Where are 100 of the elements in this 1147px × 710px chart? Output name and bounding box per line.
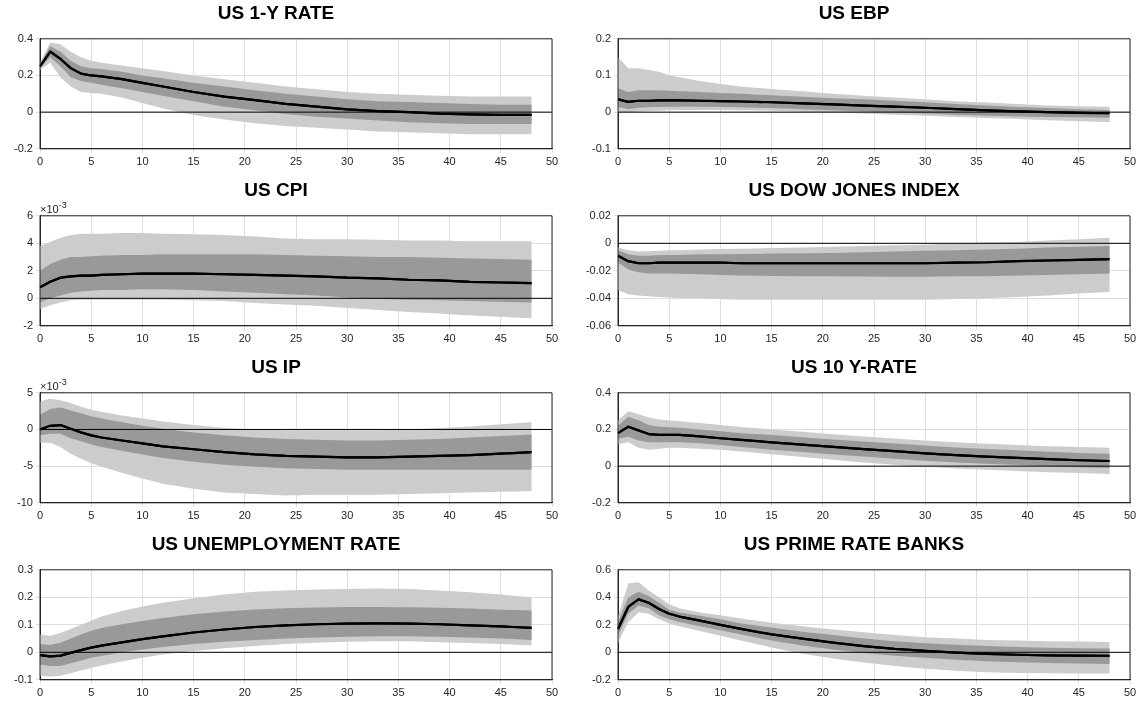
x-tick-label: 10: [136, 509, 149, 522]
x-tick-label: 25: [289, 332, 303, 345]
chart-title: US UNEMPLOYMENT RATE: [151, 532, 401, 554]
y-tick-label: 0.02: [589, 208, 611, 221]
x-tick-label: 10: [136, 332, 149, 345]
y-tick-label: -0.2: [14, 141, 33, 154]
x-tick-label: 40: [1021, 155, 1034, 168]
x-tick-label: 50: [545, 155, 559, 168]
x-tick-label: 50: [1123, 332, 1137, 345]
x-tick-label: 15: [187, 332, 200, 345]
x-tick-label: 40: [443, 686, 456, 699]
y-tick-label: 0.4: [17, 31, 33, 44]
x-tick-label: 10: [714, 509, 727, 522]
x-tick-label: 30: [919, 332, 932, 345]
y-tick-label: 4: [26, 236, 33, 249]
x-tick-label: 25: [289, 509, 303, 522]
y-tick-label: 0.2: [595, 422, 611, 435]
x-tick-label: 25: [867, 686, 881, 699]
y-tick-label: 0.1: [17, 617, 33, 630]
x-tick-label: 50: [545, 332, 559, 345]
x-tick-label: 15: [187, 686, 200, 699]
y-tick-label: 2: [26, 263, 33, 276]
y-tick-label: 0.3: [17, 562, 33, 575]
x-tick-label: 15: [765, 686, 778, 699]
x-tick-label: 45: [494, 155, 507, 168]
y-tick-label: 0.6: [595, 562, 611, 575]
y-tick-label: -10: [17, 495, 33, 508]
x-tick-label: 25: [289, 686, 303, 699]
x-tick-label: 5: [88, 686, 95, 699]
x-tick-label: 0: [36, 509, 44, 522]
x-tick-label: 15: [765, 332, 778, 345]
x-tick-label: 50: [1123, 155, 1137, 168]
x-tick-label: 30: [919, 686, 932, 699]
x-tick-label: 0: [614, 155, 622, 168]
x-tick-label: 15: [765, 155, 778, 168]
x-tick-label: 25: [867, 155, 881, 168]
x-tick-label: 20: [238, 332, 251, 345]
x-tick-label: 5: [88, 332, 95, 345]
chart-title: US CPI: [244, 178, 308, 200]
x-tick-label: 50: [545, 686, 559, 699]
y-tick-label: -0.1: [592, 141, 611, 154]
y-tick-label: 0: [604, 105, 611, 118]
x-tick-label: 30: [919, 155, 932, 168]
x-tick-label: 5: [666, 509, 673, 522]
x-tick-label: 45: [1072, 332, 1085, 345]
x-tick-label: 20: [238, 155, 251, 168]
x-tick-label: 30: [919, 509, 932, 522]
x-tick-label: 10: [714, 332, 727, 345]
x-tick-label: 50: [545, 509, 559, 522]
chart-title: US IP: [251, 355, 302, 377]
x-tick-label: 0: [36, 686, 44, 699]
x-tick-label: 45: [494, 509, 507, 522]
y-tick-label: -0.02: [585, 263, 611, 276]
x-tick-label: 10: [714, 155, 727, 168]
x-tick-label: 20: [238, 509, 251, 522]
x-tick-label: 20: [816, 155, 829, 168]
y-tick-label: 0: [26, 422, 33, 435]
x-tick-label: 0: [36, 155, 44, 168]
y-tick-label: -0.2: [592, 495, 611, 508]
x-tick-label: 20: [238, 686, 251, 699]
y-tick-label: 0: [604, 459, 611, 472]
x-tick-label: 35: [970, 509, 983, 522]
x-tick-label: 10: [136, 686, 149, 699]
y-tick-label: 0.4: [595, 385, 611, 398]
x-tick-label: 30: [341, 686, 354, 699]
y-tick-label: 0.2: [17, 68, 33, 81]
y-tick-label: 0: [26, 645, 33, 658]
y-tick-label: -0.2: [592, 672, 611, 685]
y-tick-label: -0.04: [585, 291, 611, 304]
x-tick-label: 40: [443, 155, 456, 168]
x-tick-label: 45: [1072, 509, 1085, 522]
y-tick-label: 0.4: [595, 590, 611, 603]
y-tick-label: 0.2: [595, 31, 611, 44]
x-tick-label: 15: [187, 155, 200, 168]
x-tick-label: 45: [1072, 686, 1085, 699]
y-tick-label: -0.06: [585, 318, 611, 331]
x-tick-label: 50: [1123, 509, 1137, 522]
y-tick-label: 6: [26, 208, 33, 221]
x-tick-label: 35: [392, 155, 405, 168]
x-tick-label: 0: [614, 332, 622, 345]
x-tick-label: 50: [1123, 686, 1137, 699]
x-tick-label: 35: [392, 509, 405, 522]
chart-title: US 10 Y-RATE: [790, 355, 918, 377]
x-tick-label: 15: [187, 509, 200, 522]
y-tick-label: 0: [604, 236, 611, 249]
x-tick-label: 40: [1021, 686, 1034, 699]
y-tick-label: -2: [23, 318, 33, 331]
y-tick-label: 0.2: [595, 617, 611, 630]
x-tick-label: 5: [666, 332, 673, 345]
x-tick-label: 35: [970, 332, 983, 345]
y-tick-label: 0: [26, 105, 33, 118]
x-tick-label: 5: [666, 686, 673, 699]
x-tick-label: 35: [392, 686, 405, 699]
x-tick-label: 25: [867, 332, 881, 345]
x-tick-label: 30: [341, 155, 354, 168]
x-tick-label: 20: [816, 509, 829, 522]
x-tick-label: 15: [765, 509, 778, 522]
y-tick-label: 5: [26, 385, 33, 398]
chart-title: US DOW JONES INDEX: [748, 178, 960, 200]
x-tick-label: 30: [341, 332, 354, 345]
